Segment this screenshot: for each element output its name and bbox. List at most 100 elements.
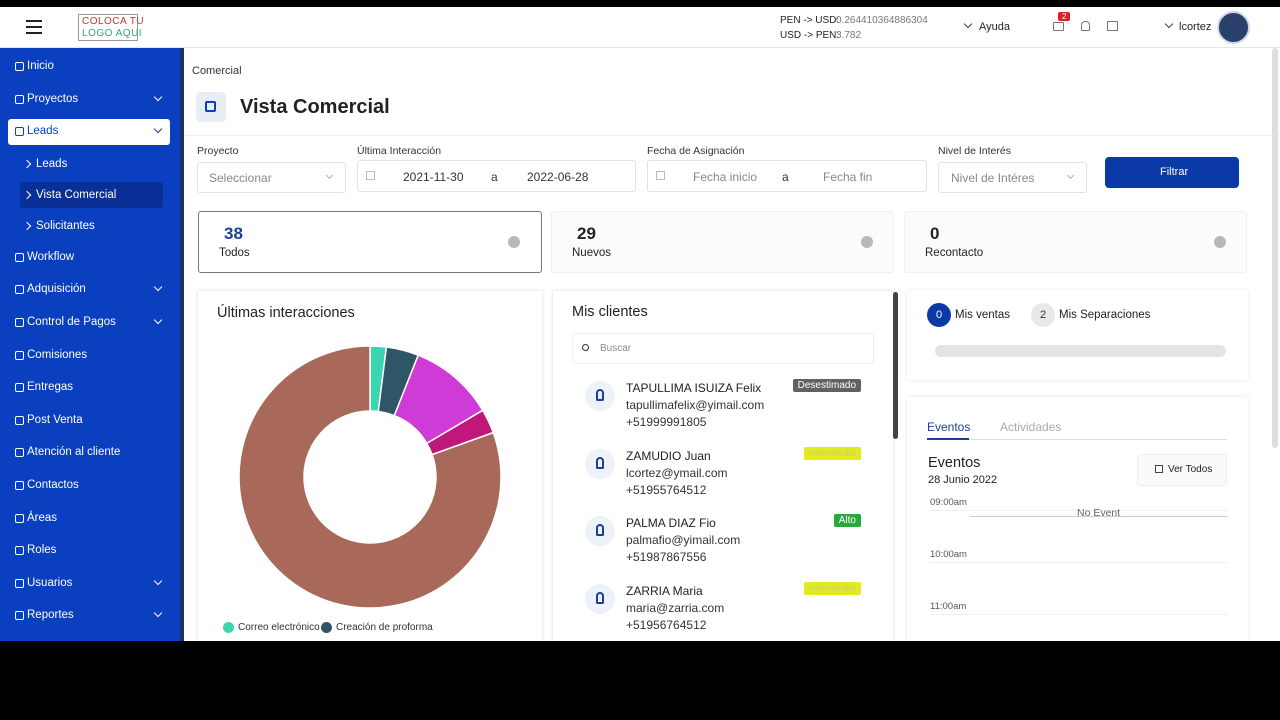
view-all-button[interactable] [1137, 454, 1227, 486]
sidebar-item[interactable]: Post Venta [27, 413, 83, 426]
sidebar-icon [15, 252, 24, 262]
project-select[interactable] [197, 162, 346, 193]
filter-button[interactable] [1105, 157, 1239, 188]
no-event: No Event [1077, 507, 1121, 519]
sidebar-edge [180, 48, 184, 641]
panel-title: Mis clientes [572, 304, 648, 320]
stat-icon [508, 236, 520, 248]
sidebar-icon [15, 127, 24, 137]
stat-value: 38 [224, 224, 243, 243]
client-avatar-glyph [596, 591, 604, 604]
time-line [930, 614, 1228, 615]
bell-icon[interactable] [1081, 21, 1090, 31]
sidebar-item[interactable]: Proyectos [27, 92, 79, 105]
interactions-card [197, 290, 543, 641]
mail-icon[interactable] [1053, 22, 1064, 31]
sales-label[interactable]: Mis ventas [955, 309, 1010, 321]
event-line [970, 516, 1228, 517]
sidebar-item[interactable]: Entregas [27, 381, 74, 394]
sidebar-icon [15, 318, 24, 327]
sidebar-item[interactable]: Control de Pagos [27, 316, 116, 328]
sidebar-subitem[interactable]: Leads [36, 157, 68, 170]
menu-line [26, 26, 42, 28]
sales-label[interactable]: Mis Separaciones [1059, 309, 1151, 321]
interest-placeholder: Nivel de Intéres [951, 171, 1035, 185]
filter-label: Última Interacción [357, 145, 442, 157]
sidebar-item[interactable]: Leads [27, 125, 59, 138]
sidebar-subitem[interactable]: Solicitantes [36, 219, 95, 232]
sidebar-item[interactable]: Adquisición [27, 283, 86, 296]
tab-underline [927, 439, 1227, 440]
notification-badge: 2 [1058, 12, 1071, 21]
stat-card[interactable] [198, 211, 542, 273]
menu-button[interactable] [26, 20, 42, 34]
page-scrollbar [1272, 48, 1278, 448]
search-box[interactable] [572, 333, 874, 364]
user-avatar[interactable] [1217, 11, 1250, 44]
calendar-icon[interactable] [1107, 21, 1118, 31]
time-label: 09:00am [930, 497, 967, 508]
client-phone: +51999991805 [626, 415, 707, 429]
page-title: Vista Comercial [240, 96, 390, 118]
sidebar-icon [15, 546, 24, 556]
client-tag: Alto [833, 514, 861, 527]
client-tag: Intermedio [803, 446, 861, 460]
date-range[interactable] [357, 160, 636, 192]
legend-swatch [321, 622, 332, 633]
sidebar-item[interactable]: Reportes [27, 609, 74, 622]
sidebar-item[interactable]: Contactos [27, 479, 79, 491]
user-name[interactable]: lcortez [1179, 21, 1212, 33]
date-range[interactable] [647, 160, 927, 192]
view-all-label: Ver Todos [1168, 464, 1213, 475]
sidebar-item[interactable]: Áreas [27, 511, 58, 524]
sidebar-icon [15, 94, 24, 104]
client-name[interactable]: PALMA DIAZ Fio [626, 516, 716, 530]
sidebar-item[interactable]: Usuarios [27, 576, 73, 589]
sidebar-item[interactable]: Roles [27, 544, 57, 557]
client-name[interactable]: TAPULLIMA ISUIZA Felix [626, 381, 762, 395]
sidebar-icon [15, 448, 24, 458]
sidebar-icon [15, 578, 24, 588]
progress-bar [935, 345, 1226, 357]
legend-swatch [223, 622, 234, 633]
sales-badge[interactable] [927, 303, 951, 327]
sales-badge[interactable] [1031, 303, 1055, 327]
sidebar [0, 48, 180, 641]
filter-label: Proyecto [197, 145, 239, 157]
panel-title: Últimas interacciones [217, 305, 355, 321]
client-email: palmafio@yimail.com [626, 533, 741, 547]
sidebar-sub-active [20, 181, 163, 208]
sidebar-item[interactable]: Inicio [27, 60, 54, 72]
app: COLOCA TU LOGO AQUI PEN -> USD: 0.264410364… [0, 7, 1280, 641]
events-tab[interactable]: Actividades [1000, 420, 1062, 434]
stat-card[interactable] [904, 211, 1247, 273]
sidebar-item[interactable]: Workflow [27, 250, 75, 263]
sidebar-item[interactable]: Atención al cliente [27, 446, 121, 459]
events-title: Eventos [928, 455, 981, 471]
client-phone: +51955764512 [626, 482, 707, 497]
client-avatar-glyph [596, 389, 604, 401]
sidebar-subitem[interactable]: Vista Comercial [36, 188, 117, 201]
sales-card [907, 290, 1248, 380]
date-from: 2021-11-30 [403, 170, 464, 184]
legend-label: Correo electrónico [238, 622, 320, 633]
client-avatar-glyph [596, 456, 604, 469]
interest-select[interactable] [938, 162, 1087, 193]
sales-count: 0 [936, 309, 943, 321]
stat-icon [861, 236, 873, 248]
rate-value: 3.782 [836, 30, 862, 41]
stat-label: Recontacto [925, 247, 984, 259]
title-icon-glyph [205, 101, 216, 112]
view-all-icon [1155, 465, 1163, 473]
events-tab[interactable]: Eventos [927, 420, 971, 434]
scrollbar [893, 292, 898, 439]
date-from: Fecha inicio [693, 170, 758, 184]
client-name[interactable]: ZARRIA Maria [626, 583, 703, 598]
stat-card[interactable] [551, 211, 894, 273]
client-name[interactable]: ZAMUDIO Juan [626, 448, 711, 463]
sidebar-item[interactable]: Comisiones [27, 348, 88, 361]
help-menu[interactable]: Ayuda [979, 21, 1010, 33]
tab-active-line [927, 438, 969, 440]
client-phone: +51987867556 [626, 550, 707, 564]
